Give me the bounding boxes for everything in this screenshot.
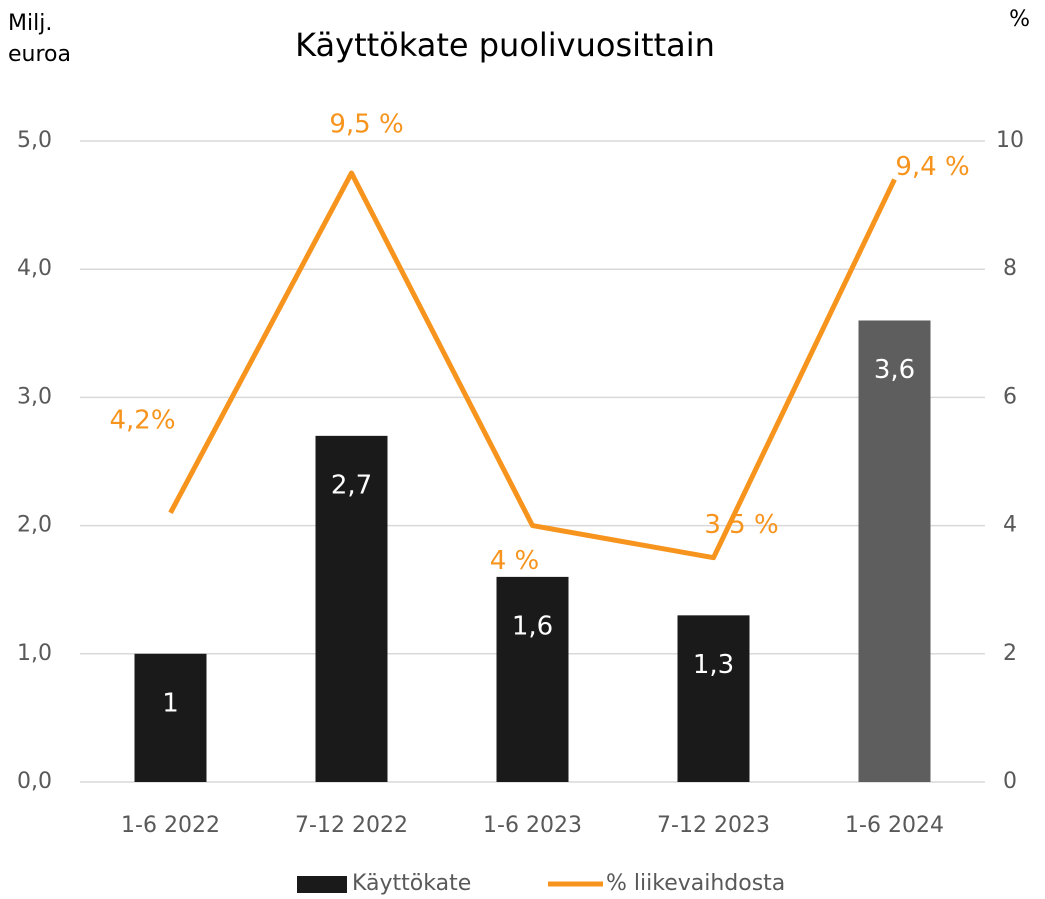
legend-label: % liikevaihdosta <box>606 871 785 896</box>
y2-tick-label: 8 <box>1003 256 1017 281</box>
line-value-label: 9,5 % <box>329 110 403 140</box>
y-tick-label: 0,0 <box>17 769 52 794</box>
line-series <box>168 170 897 561</box>
y-axis-title: Milj. <box>8 11 52 36</box>
y2-tick-label: 2 <box>1003 641 1017 666</box>
bar <box>134 653 207 782</box>
bar-value-label: 1,6 <box>512 611 553 641</box>
bar-value-label: 3,6 <box>874 355 915 385</box>
y2-tick-label: 6 <box>1003 384 1017 409</box>
y2-tick-label: 10 <box>996 128 1024 153</box>
x-tick-label: 1-6 2023 <box>483 813 582 838</box>
y2-axis-title: % <box>1009 7 1030 32</box>
bar-value-label: 1,3 <box>693 650 734 680</box>
line-value-label: 4 % <box>490 546 540 576</box>
bar <box>677 615 750 782</box>
y-tick-label: 2,0 <box>17 513 52 538</box>
bar-value-label: 2,7 <box>331 470 372 500</box>
legend-swatch <box>297 876 347 893</box>
bar <box>315 435 388 782</box>
line-value-label: 9,4 % <box>895 152 969 182</box>
x-tick-label: 1-6 2024 <box>845 813 944 838</box>
x-tick-label: 1-6 2022 <box>121 813 220 838</box>
bar <box>858 320 931 782</box>
chart-title: Käyttökate puolivuosittain <box>295 26 715 64</box>
y-tick-label: 3,0 <box>17 384 52 409</box>
y2-tick-label: 0 <box>1003 769 1017 794</box>
line-value-label: 4,2% <box>109 405 175 435</box>
y2-tick-label: 4 <box>1003 513 1017 538</box>
y-tick-label: 5,0 <box>17 128 52 153</box>
legend-label: Käyttökate <box>352 871 471 896</box>
bar <box>496 576 569 782</box>
line-value-label: 3,5 % <box>704 510 778 540</box>
y-axis-title: euroa <box>8 42 71 67</box>
y-tick-label: 1,0 <box>17 641 52 666</box>
x-tick-label: 7-12 2022 <box>295 813 408 838</box>
y-tick-label: 4,0 <box>17 256 52 281</box>
bar-value-label: 1 <box>162 688 179 718</box>
x-tick-label: 7-12 2023 <box>657 813 770 838</box>
